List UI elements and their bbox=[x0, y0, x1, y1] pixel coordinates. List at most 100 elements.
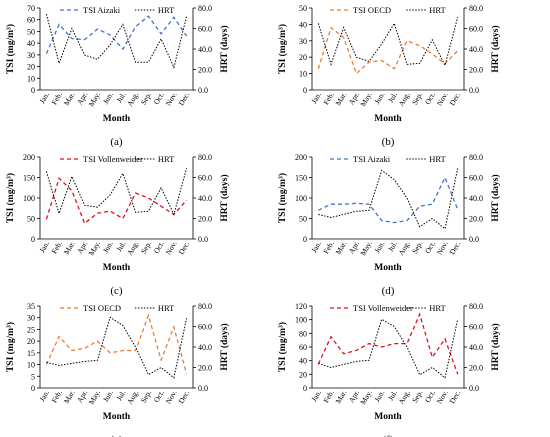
y-tick-label-right: 60.0 bbox=[198, 25, 212, 34]
x-tick-label: Sep. bbox=[139, 388, 153, 404]
y-tick-label-left: 0 bbox=[303, 384, 307, 393]
legend-label-tsi: TSI Aizaki bbox=[353, 154, 391, 164]
y-tick-label-left: 150 bbox=[295, 174, 307, 183]
y-tick-label-left: 50 bbox=[299, 215, 307, 224]
x-tick-label: Mar. bbox=[62, 388, 77, 405]
y-axis-title-left: TSI (mg/m³) bbox=[277, 173, 288, 223]
legend-label-hrt: HRT bbox=[158, 303, 175, 313]
y-tick-label-left: 10 bbox=[27, 361, 35, 370]
x-tick-label: Jan. bbox=[37, 90, 51, 105]
chart-panel-6: 0 20 40 60 80 100 120 0.0 20.0 40.0 60.0 80.0 Jan.Fe… bbox=[277, 302, 501, 437]
y-tick-label-right: 20.0 bbox=[198, 66, 212, 75]
y-tick-label-right: 40.0 bbox=[198, 194, 212, 203]
y-tick-label-right: 40.0 bbox=[198, 343, 212, 352]
series-line-tsi bbox=[317, 26, 459, 75]
y-tick-label-right: 80.0 bbox=[469, 302, 483, 311]
x-axis-title: Month bbox=[374, 412, 402, 422]
y-tick-label-right: 60.0 bbox=[198, 323, 212, 332]
y-tick-label-left: 100 bbox=[295, 194, 307, 203]
x-tick-label: Aug. bbox=[397, 388, 412, 405]
x-tick-label: Mar. bbox=[62, 239, 77, 256]
y-tick-label-left: 150 bbox=[23, 174, 35, 183]
x-tick-label: Mar. bbox=[334, 239, 349, 256]
x-tick-label: Jun. bbox=[101, 90, 115, 105]
y-tick-label-right: 60.0 bbox=[469, 174, 483, 183]
y-tick-label-left: 40 bbox=[299, 357, 307, 366]
y-tick-label-left: 60 bbox=[299, 343, 307, 352]
legend-label-hrt: HRT bbox=[429, 303, 446, 313]
x-tick-label: Mar. bbox=[334, 90, 349, 107]
y-tick-label-left: 40 bbox=[299, 20, 307, 29]
y-axis-title-left: TSI (mg/m³) bbox=[5, 24, 16, 74]
x-tick-label: Jun. bbox=[372, 239, 386, 254]
y-tick-label-right: 0.0 bbox=[198, 384, 208, 393]
y-axis-title-right: HRT (days) bbox=[490, 174, 501, 221]
y-tick-label-left: 35 bbox=[27, 302, 35, 311]
legend-label-tsi: TSI OECD bbox=[83, 303, 121, 313]
chart-panel-5: 0 5 10 15 20 25 30 35 0.0 20.0 40.0 60.0 80.0 Jan.Feb… bbox=[5, 302, 230, 437]
x-tick-label: Mar. bbox=[334, 388, 349, 405]
y-tick-label-left: 60 bbox=[27, 16, 35, 25]
x-tick-label: Aug. bbox=[125, 90, 140, 107]
x-tick-label: May. bbox=[87, 388, 102, 406]
y-tick-label-left: 20 bbox=[299, 370, 307, 379]
legend-label-hrt: HRT bbox=[429, 154, 446, 164]
x-tick-label: Sep. bbox=[410, 388, 424, 404]
y-tick-label-right: 80.0 bbox=[198, 302, 212, 311]
x-tick-label: May. bbox=[87, 90, 102, 108]
x-tick-label: May. bbox=[358, 388, 373, 406]
y-tick-label-right: 80.0 bbox=[198, 153, 212, 162]
chart-panel-1: 0 10 20 30 40 50 60 70 0.0 20.0 40.0 60.0 80.0 Jan.Fe… bbox=[5, 4, 230, 148]
y-tick-label-left: 15 bbox=[27, 349, 35, 358]
y-tick-label-left: 30 bbox=[27, 51, 35, 60]
panel-label: (b) bbox=[382, 136, 395, 148]
x-tick-label: Jan. bbox=[309, 239, 323, 254]
x-tick-label: Jun. bbox=[372, 388, 386, 403]
series-line-hrt bbox=[318, 318, 459, 379]
y-tick-label-left: 0 bbox=[31, 86, 35, 95]
y-tick-label-left: 30 bbox=[299, 37, 307, 46]
x-tick-label: Dec. bbox=[177, 388, 192, 405]
y-axis-title-left: TSI (mg/m³) bbox=[277, 322, 288, 372]
x-tick-label: Feb. bbox=[50, 239, 64, 255]
series-line-tsi bbox=[318, 175, 459, 224]
y-axis-title-right: HRT (days) bbox=[490, 323, 501, 370]
y-axis-title-left: TSI (mg/m³) bbox=[277, 24, 288, 74]
y-tick-label-left: 50 bbox=[27, 27, 35, 36]
x-tick-label: Jun. bbox=[372, 90, 386, 105]
y-tick-label-right: 80.0 bbox=[469, 153, 483, 162]
x-tick-label: Feb. bbox=[50, 388, 64, 404]
x-tick-label: May. bbox=[87, 239, 102, 257]
y-tick-label-left: 120 bbox=[295, 302, 307, 311]
legend-label-tsi: TSI Aizaki bbox=[83, 5, 121, 15]
y-tick-label-left: 0 bbox=[303, 235, 307, 244]
x-tick-label: Dec. bbox=[177, 239, 192, 256]
y-tick-label-left: 50 bbox=[27, 215, 35, 224]
series-line-tsi bbox=[45, 15, 188, 54]
panel-label: (a) bbox=[110, 136, 123, 148]
legend-label-hrt: HRT bbox=[158, 154, 175, 164]
y-tick-label-left: 10 bbox=[27, 74, 35, 83]
y-axis-title-right: HRT (days) bbox=[219, 25, 230, 72]
y-axis-title-right: HRT (days) bbox=[219, 174, 230, 221]
series-line-hrt bbox=[318, 168, 459, 230]
y-tick-label-right: 80.0 bbox=[469, 4, 483, 13]
panel-label: (e) bbox=[110, 434, 123, 437]
y-tick-label-right: 40.0 bbox=[198, 45, 212, 54]
x-tick-label: Aug. bbox=[397, 239, 412, 256]
x-tick-label: Dec. bbox=[448, 90, 463, 107]
legend-label-tsi: TSI Vollenweider bbox=[353, 303, 413, 313]
y-tick-label-left: 100 bbox=[23, 194, 35, 203]
x-tick-label: Dec. bbox=[448, 239, 463, 256]
y-tick-label-right: 0.0 bbox=[198, 86, 208, 95]
series-line-tsi bbox=[317, 312, 459, 375]
y-tick-label-left: 0 bbox=[31, 235, 35, 244]
y-tick-label-right: 40.0 bbox=[469, 45, 483, 54]
y-tick-label-left: 5 bbox=[31, 372, 35, 381]
y-tick-label-left: 200 bbox=[295, 153, 307, 162]
y-tick-label-left: 70 bbox=[27, 4, 35, 13]
x-axis-title: Month bbox=[103, 114, 131, 124]
x-axis-title: Month bbox=[374, 114, 402, 124]
x-tick-label: Nov. bbox=[435, 388, 450, 405]
